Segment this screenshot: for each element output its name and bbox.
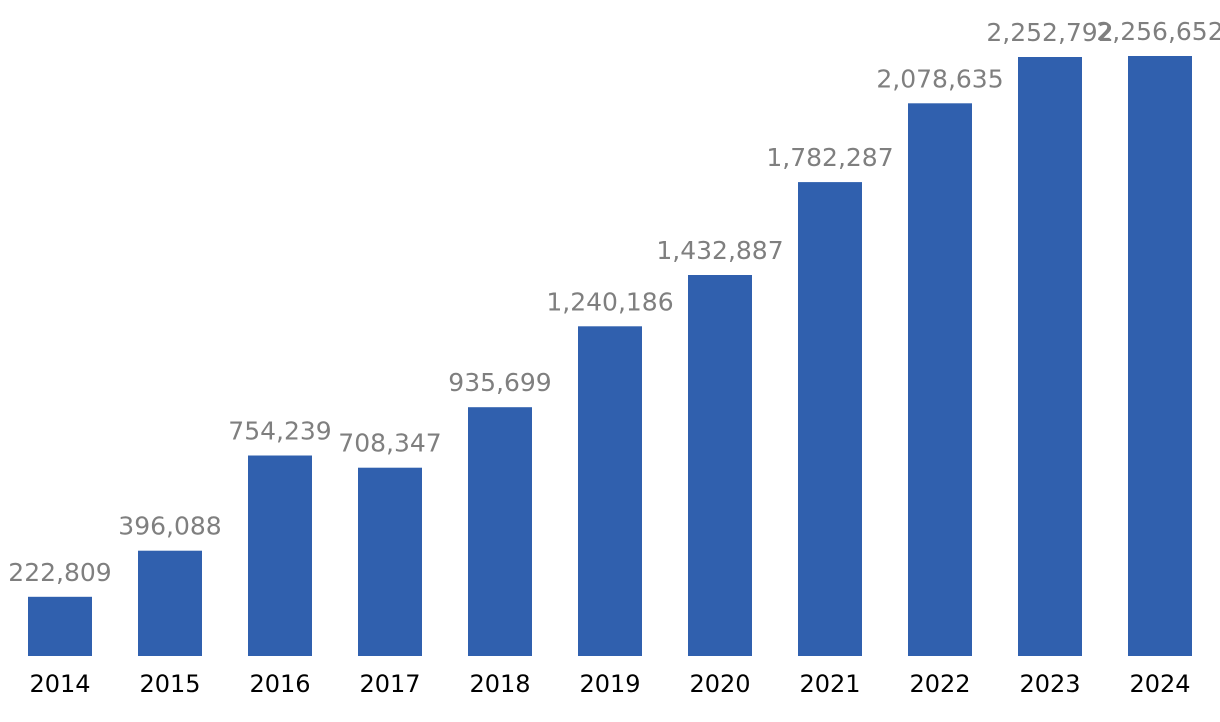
bar-2017	[358, 467, 422, 656]
x-tick-label-2019: 2019	[579, 670, 640, 698]
data-label-2020: 1,432,887	[656, 236, 783, 265]
x-tick-label-2020: 2020	[689, 670, 750, 698]
x-tick-label-2017: 2017	[359, 670, 420, 698]
data-label-2019: 1,240,186	[546, 287, 673, 316]
bar-2023	[1018, 57, 1082, 656]
x-tick-label-2023: 2023	[1019, 670, 1080, 698]
data-label-2018: 935,699	[448, 368, 551, 397]
data-label-2017: 708,347	[338, 429, 441, 458]
bar-2019	[578, 326, 642, 656]
x-tick-label-2024: 2024	[1129, 670, 1190, 698]
bar-2015	[138, 550, 202, 656]
x-tick-label-2015: 2015	[139, 670, 200, 698]
bars-layer	[28, 56, 1192, 657]
data-label-2022: 2,078,635	[876, 64, 1003, 93]
x-tick-label-2021: 2021	[799, 670, 860, 698]
bar-2018	[468, 407, 532, 656]
bar-2016	[248, 455, 312, 656]
data-label-2021: 1,782,287	[766, 143, 893, 172]
x-tick-label-2014: 2014	[29, 670, 90, 698]
data-label-2024: 2,256,652	[1096, 17, 1220, 46]
x-tick-labels-layer: 2014 2015 2016 2017 2018 2019 2020 2021 2022 2023…	[29, 670, 1190, 698]
data-label-2023: 2,252,792	[986, 18, 1113, 47]
data-label-2016: 754,239	[228, 417, 331, 446]
x-tick-label-2022: 2022	[909, 670, 970, 698]
bar-2021	[798, 182, 862, 656]
x-tick-label-2018: 2018	[469, 670, 530, 698]
bar-2020	[688, 275, 752, 656]
bar-2014	[28, 596, 92, 656]
x-tick-label-2016: 2016	[249, 670, 310, 698]
bar-2022	[908, 103, 972, 657]
data-label-2015: 396,088	[118, 512, 221, 541]
bar-2024	[1128, 56, 1192, 656]
data-label-2014: 222,809	[8, 558, 111, 587]
